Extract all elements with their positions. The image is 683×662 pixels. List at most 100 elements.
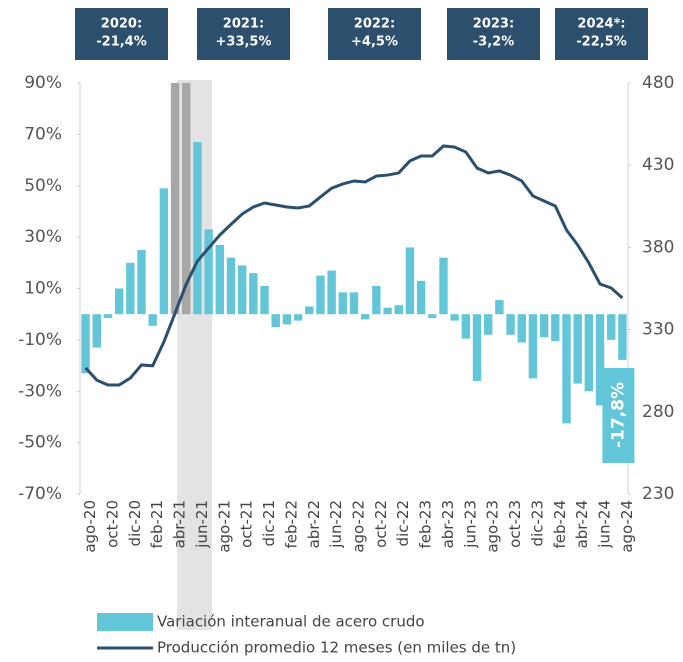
y-tick-label: 90% [24, 73, 62, 93]
bar [349, 292, 359, 315]
value-label-box [602, 368, 635, 463]
bar [182, 83, 191, 315]
bar [226, 257, 236, 315]
y2-tick-label: 380 [642, 237, 674, 257]
y-tick-label: 10% [24, 279, 62, 299]
bar [461, 314, 471, 339]
bar [562, 314, 571, 424]
y-tick-label: 70% [24, 124, 62, 144]
x-tick-label: feb-24 [551, 500, 569, 549]
x-tick-label: feb-21 [148, 500, 166, 549]
bar [148, 314, 157, 326]
x-tick-label: dic-22 [394, 500, 412, 546]
bar [472, 314, 482, 381]
bar [282, 314, 292, 325]
bar [506, 314, 515, 335]
x-tick-label: oct-20 [103, 500, 121, 548]
bar [450, 314, 459, 321]
annotation-box [197, 8, 290, 60]
annotation-text: +4,5% [351, 35, 398, 50]
bar [484, 314, 493, 335]
bar [584, 314, 594, 392]
legend-label: Variación interanual de acero crudo [157, 613, 425, 631]
bar [159, 188, 169, 315]
annotation-text: 2024*: [577, 17, 625, 32]
annotation-box [328, 8, 421, 60]
bar [618, 314, 627, 360]
bar [439, 257, 448, 315]
bar [495, 300, 504, 315]
bar [316, 275, 325, 315]
bar [428, 314, 437, 319]
legend-swatch [97, 613, 153, 631]
bar [405, 247, 415, 315]
x-tick-label: oct-22 [372, 500, 390, 548]
bar [360, 314, 370, 320]
x-tick-label: ago-22 [350, 500, 368, 553]
x-tick-label: jun-21 [193, 500, 211, 549]
bar [170, 83, 180, 315]
x-tick-label: abr-23 [439, 500, 457, 548]
line [84, 144, 624, 387]
bar [81, 314, 90, 374]
bar [137, 249, 146, 315]
bar [607, 314, 616, 340]
bar [215, 244, 224, 315]
annotation-text: -22,5% [576, 35, 627, 50]
bar [103, 314, 113, 319]
bar [293, 314, 303, 321]
legend-label: Producción promedio 12 meses (en miles d… [157, 639, 516, 657]
annotation-text: 2021: [223, 17, 264, 32]
bar [114, 288, 124, 315]
bar [539, 314, 549, 338]
annotation-text: 2022: [354, 17, 395, 32]
bar [126, 262, 135, 315]
annotation-box [555, 8, 648, 60]
x-tick-label: abr-22 [305, 500, 323, 548]
value-label: -17,8% [608, 382, 628, 448]
y-tick-label: -50% [18, 433, 62, 453]
x-tick-label: ago-23 [484, 500, 502, 553]
bar [416, 280, 426, 315]
bar [338, 292, 348, 315]
y-tick-label: 50% [24, 176, 62, 196]
bar [305, 306, 314, 315]
bar [383, 307, 392, 315]
annotation-text: -21,4% [96, 35, 147, 50]
bar [327, 270, 336, 315]
annotation-text: 2023: [473, 17, 514, 32]
x-tick-label: ago-24 [618, 500, 636, 553]
x-tick-label: dic-21 [260, 500, 278, 546]
y-tick-label: -10% [18, 330, 62, 350]
y2-tick-label: 480 [642, 73, 674, 93]
x-tick-label: oct-23 [506, 500, 524, 548]
annotation-box [75, 8, 168, 60]
annotation-box [447, 8, 540, 60]
y2-tick-label: 280 [642, 402, 674, 422]
bar [394, 305, 403, 315]
x-tick-label: dic-23 [528, 500, 546, 546]
bar [551, 314, 560, 342]
bar [528, 314, 538, 379]
bar [249, 273, 258, 315]
annotation-text: +33,5% [216, 35, 272, 50]
y-tick-label: -30% [18, 381, 62, 401]
bar [204, 229, 213, 315]
y-tick-label: -70% [18, 484, 62, 504]
bar [271, 314, 280, 328]
bar [193, 142, 202, 315]
x-tick-label: oct-21 [238, 500, 256, 548]
bar [517, 314, 526, 343]
x-tick-label: ago-21 [215, 500, 233, 553]
y2-tick-label: 230 [642, 484, 674, 504]
x-tick-label: abr-21 [171, 500, 189, 548]
bar [595, 314, 605, 406]
annotation-text: 2020: [101, 17, 142, 32]
bar [92, 314, 101, 348]
y-tick-label: 30% [24, 227, 62, 247]
x-tick-label: feb-23 [417, 500, 435, 549]
bar [573, 314, 582, 384]
x-tick-label: abr-24 [573, 500, 591, 548]
x-tick-label: jun-22 [327, 500, 345, 549]
